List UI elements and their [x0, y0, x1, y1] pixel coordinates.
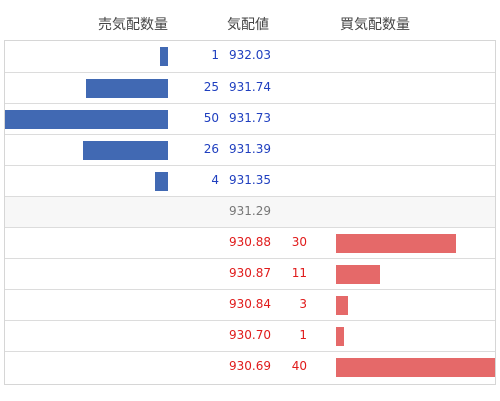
buy-quantity: 1: [299, 328, 307, 342]
order-book-rows: 1 932.03 25 931.74 50 931.73 26 931.39 4…: [4, 40, 496, 385]
buy-quantity: 3: [299, 297, 307, 311]
buy-quantity-bar: [336, 327, 344, 346]
price-header: 気配値: [227, 17, 269, 33]
sell-quantity-bar: [83, 141, 168, 160]
mid-price: 931.29: [229, 204, 271, 218]
ask-row: 1 932.03: [5, 41, 495, 72]
buy-quantity-bar: [336, 234, 456, 253]
ask-price: 931.74: [229, 80, 271, 94]
sell-quantity-bar: [155, 172, 168, 191]
ask-row: 26 931.39: [5, 134, 495, 165]
mid-price-row: 931.29: [5, 196, 495, 227]
ask-row: 50 931.73: [5, 103, 495, 134]
bid-price: 930.88: [229, 235, 271, 249]
buy-quantity-header: 買気配数量: [340, 17, 410, 33]
bid-row: 930.84 3: [5, 289, 495, 320]
bid-row: 930.69 40: [5, 351, 495, 382]
ask-price: 931.39: [229, 142, 271, 156]
ask-row: 4 931.35: [5, 165, 495, 196]
buy-quantity-bar: [336, 358, 495, 377]
buy-quantity: 11: [291, 266, 307, 280]
sell-quantity-bar: [86, 79, 168, 98]
ask-price: 931.35: [229, 173, 271, 187]
bid-row: 930.87 11: [5, 258, 495, 289]
sell-quantity: 25: [203, 80, 219, 94]
buy-quantity: 30: [291, 235, 307, 249]
sell-quantity: 26: [203, 142, 219, 156]
sell-quantity-header: 売気配数量: [98, 17, 168, 33]
bid-price: 930.84: [229, 297, 271, 311]
bid-row: 930.88 30: [5, 227, 495, 258]
bid-price: 930.87: [229, 266, 271, 280]
ask-price: 932.03: [229, 48, 271, 62]
sell-quantity-bar: [160, 47, 168, 66]
buy-quantity: 40: [291, 359, 307, 373]
sell-quantity: 4: [211, 173, 219, 187]
sell-quantity: 1: [211, 48, 219, 62]
sell-quantity-bar: [5, 110, 168, 129]
ask-row: 25 931.74: [5, 72, 495, 103]
bid-price: 930.69: [229, 359, 271, 373]
buy-quantity-bar: [336, 296, 348, 315]
bid-row: 930.70 1: [5, 320, 495, 351]
bid-price: 930.70: [229, 328, 271, 342]
buy-quantity-bar: [336, 265, 380, 284]
order-book-board: 売気配数量 気配値 買気配数量 1 932.03 25 931.74 50 93…: [4, 9, 496, 385]
ask-price: 931.73: [229, 111, 271, 125]
order-book-header: 売気配数量 気配値 買気配数量: [4, 9, 496, 40]
sell-quantity: 50: [203, 111, 219, 125]
